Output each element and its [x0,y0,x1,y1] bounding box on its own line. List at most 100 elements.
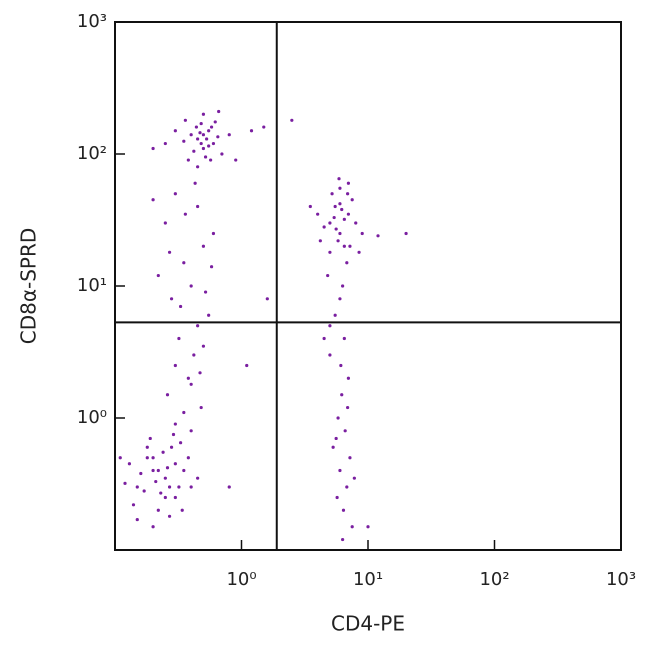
dot [199,121,203,126]
dot [182,261,186,265]
dot [180,508,184,512]
dot [173,129,177,133]
dot [167,485,172,489]
dot [177,485,181,489]
dot [182,468,186,473]
dot [198,371,202,375]
dot [352,476,356,480]
dot [151,468,155,473]
x-tick-label: 10⁰ [226,569,256,590]
dot [220,152,224,156]
dot [333,204,337,209]
dot [338,231,342,236]
dot [341,537,345,542]
dot [139,471,143,476]
dot [360,231,364,236]
dot [339,363,343,368]
dot [340,393,344,397]
y-tick-label: 10³ [77,11,107,32]
dot [151,525,155,529]
dot [201,133,206,137]
dot [322,225,326,229]
dot [216,135,220,139]
dot [186,376,190,380]
dot [345,485,349,489]
dot [262,125,266,129]
dot [123,481,127,485]
dot [338,186,342,190]
dot [203,290,208,294]
dot [336,416,340,420]
dot [189,429,193,433]
dot [145,456,149,460]
dot [151,456,155,460]
dot [366,525,370,529]
dot [346,181,351,185]
dot [156,468,160,473]
dot [376,234,380,238]
dot [196,165,200,169]
dot [194,125,198,129]
dot [330,192,334,196]
dot [318,239,322,243]
x-axis-label: CD4-PE [331,612,405,636]
dot [163,495,167,500]
dot [201,244,206,248]
dot [207,144,211,148]
dot [161,450,165,454]
dot [249,129,254,133]
dot [186,158,190,162]
dot [348,244,352,248]
dot [265,297,269,301]
dot [186,456,190,460]
dot [148,436,152,441]
dot [342,244,346,248]
dot [193,181,197,185]
dot [346,376,351,380]
dot [201,146,206,151]
dot [335,495,339,500]
dot [183,118,187,122]
dot [173,192,177,196]
dot [196,137,200,141]
dot [334,436,338,441]
dot [209,125,214,129]
dot [217,109,221,114]
dot [182,410,186,415]
dot [118,456,122,460]
dot [163,476,167,480]
dot [165,393,170,397]
dot [342,217,346,221]
dot [346,212,351,216]
dot [404,231,408,236]
dot [173,422,177,426]
dot [245,363,249,368]
dot [189,485,193,489]
dot [348,456,352,460]
dot [207,313,211,317]
dot [341,508,346,512]
dot [142,489,146,493]
dot [156,508,160,512]
dot [316,212,320,216]
x-tick-label: 10³ [606,569,636,590]
dot [196,476,200,480]
dot [340,207,344,212]
dot [165,466,170,470]
dot [209,265,214,269]
y-tick-label: 10¹ [77,275,107,296]
dot [334,227,338,231]
dot [201,344,206,348]
dot [167,514,172,518]
dot [350,525,354,529]
dot [127,462,132,466]
dot [131,503,136,507]
dot [145,445,149,449]
dot [234,158,238,162]
dot [205,137,209,141]
dot [171,432,176,437]
dot [154,479,158,484]
dot [332,215,336,220]
dot [159,491,163,495]
